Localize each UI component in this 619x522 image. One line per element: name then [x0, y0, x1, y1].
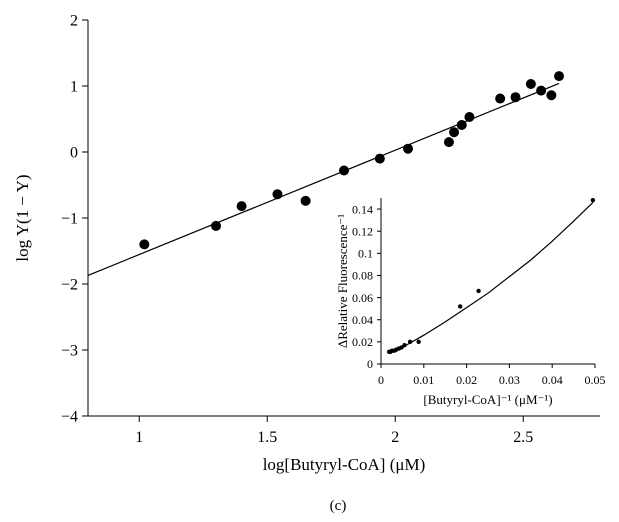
main-x-tick-label: 1	[135, 429, 143, 446]
main-data-point	[456, 119, 467, 130]
main-y-tick-label: 2	[70, 13, 78, 30]
inset-data-point	[457, 304, 463, 309]
main-data-point	[139, 239, 150, 250]
inset-plot: 0 0.02 0.04 0.06 0.08 0.1 0.12 0.14 0 0.01 0.02 0.0…	[330, 190, 606, 412]
inset-y-tick-label: 0.02	[352, 335, 373, 349]
main-data-point	[236, 201, 247, 212]
inset-x-tick-label: 0.01	[413, 373, 434, 387]
inset-y-tick-label: 0.08	[352, 269, 373, 283]
main-y-tick-label: −3	[61, 343, 78, 360]
inset-y-tick-label: 0	[367, 357, 373, 371]
inset-y-tick-label: 0.1	[358, 247, 373, 261]
inset-data-point	[590, 198, 596, 203]
main-data-point	[536, 85, 547, 96]
inset-data-point	[416, 339, 421, 345]
inset-data-point	[402, 342, 407, 348]
inset-x-tick-label: 0	[378, 373, 384, 387]
main-x-axis-title: log[Butyryl-CoA] (μM)	[263, 455, 426, 474]
main-data-point	[300, 195, 311, 206]
main-data-point	[449, 127, 460, 138]
inset-y-tick-label: 0.06	[352, 291, 373, 305]
inset-background	[330, 190, 605, 412]
main-y-tick-label: −1	[61, 211, 78, 228]
inset-data-point	[476, 288, 481, 294]
inset-x-tick-label: 0.02	[456, 373, 477, 387]
main-y-tick-label: 0	[70, 145, 78, 162]
inset-x-axis-title: [Butyryl-CoA]⁻¹ (μM⁻¹)	[423, 392, 552, 407]
main-x-tick-label: 2	[391, 429, 399, 446]
inset-data-point	[407, 339, 413, 345]
main-data-point	[443, 137, 454, 148]
main-plot: 2 1 0 −1 −2 −3 −4 1 1.5 2 2.5 log[Butyryl-CoA] (μM)…	[13, 13, 600, 474]
panel-label: (c)	[330, 498, 347, 514]
main-data-point	[554, 71, 565, 82]
main-y-tick-label: −4	[61, 409, 78, 426]
main-data-point	[211, 220, 221, 231]
main-data-point	[510, 92, 521, 103]
inset-y-tick-label: 0.04	[352, 313, 373, 327]
inset-x-tick-label: 0.05	[585, 373, 606, 387]
inset-x-tick-label: 0.03	[499, 373, 520, 387]
main-data-point	[339, 165, 349, 176]
main-data-point	[374, 153, 385, 164]
main-y-tick-label: −2	[61, 277, 78, 294]
main-fit-line	[87, 82, 560, 276]
main-y-tick-label: 1	[70, 79, 78, 96]
main-data-point	[272, 189, 283, 200]
inset-x-tick-label: 0.04	[542, 373, 563, 387]
main-data-point	[525, 79, 536, 90]
main-data-point	[495, 93, 506, 104]
main-data-point	[546, 90, 557, 101]
inset-y-tick-label: 0.14	[352, 202, 373, 216]
inset-y-axis-title: ΔRelative Fluorescence⁻¹	[335, 214, 350, 348]
main-data-point	[464, 112, 475, 123]
inset-fit-line	[388, 201, 594, 355]
main-data-point	[403, 143, 413, 154]
inset-y-tick-label: 0.12	[352, 224, 373, 238]
main-x-tick-label: 1.5	[257, 429, 277, 446]
main-x-tick-label: 2.5	[513, 429, 533, 446]
main-y-axis-title: log Y(1 − Y)	[13, 174, 32, 261]
